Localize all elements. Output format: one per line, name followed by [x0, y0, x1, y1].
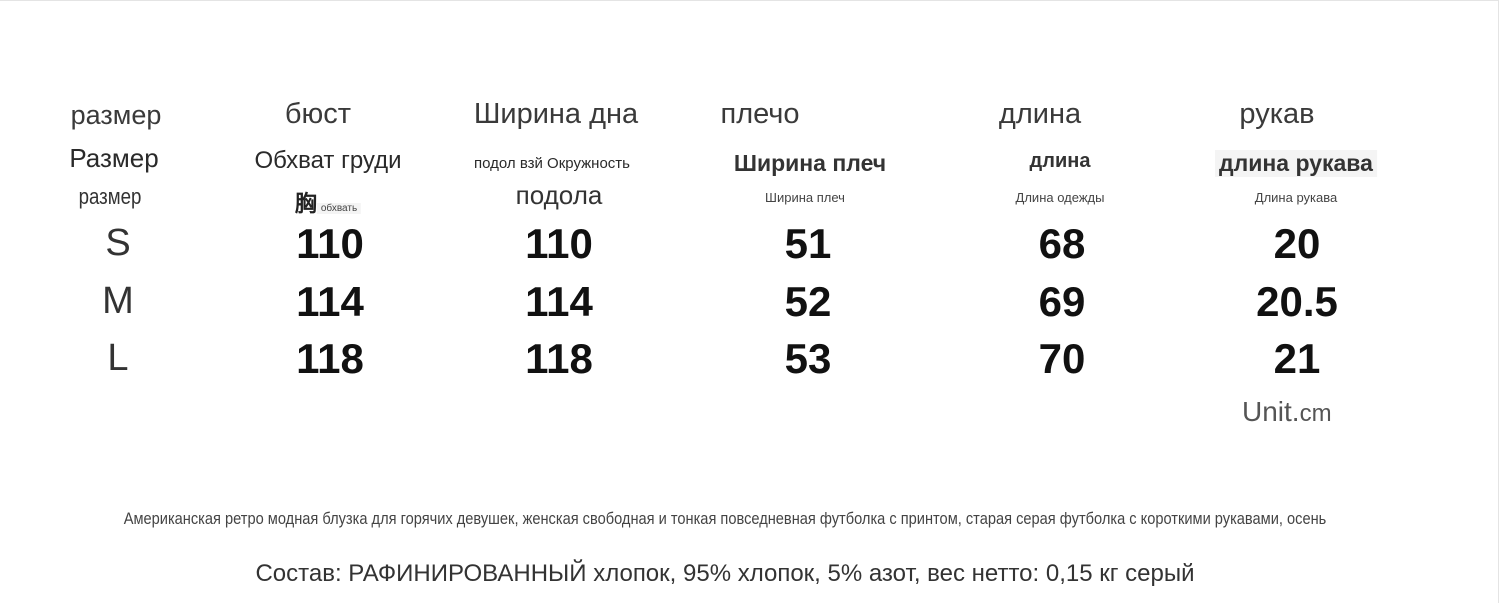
subheader2-hem: подола	[515, 180, 603, 210]
size-l: L	[107, 337, 129, 379]
shoulder-l: 53	[784, 335, 832, 382]
subheader-shoulder: Ширина плеч	[733, 150, 887, 176]
subheader2-bust: 胸 обхвать	[294, 186, 362, 218]
hem-s: 110	[525, 220, 593, 267]
size-s: S	[105, 222, 131, 264]
sleeve-l: 21	[1273, 335, 1321, 382]
unit-cm: cm	[1299, 400, 1332, 427]
header-bust: бюст	[284, 98, 352, 130]
subheader-sleeve: длина рукава	[1215, 150, 1377, 177]
sleeve-s: 20	[1273, 220, 1321, 267]
length-l: 70	[1038, 335, 1086, 382]
length-m: 69	[1038, 278, 1086, 325]
header-shoulder: плечо	[720, 98, 800, 130]
header-hem-width: Ширина дна	[473, 98, 639, 130]
subheader2-shoulder: Ширина плеч	[765, 190, 845, 205]
header-size: размер	[70, 100, 162, 130]
composition-text: Состав: РАФИНИРОВАННЫЙ хлопок, 95% хлопо…	[255, 560, 1195, 587]
unit-main: Unit.	[1242, 396, 1300, 427]
product-description: Американская ретро модная блузка для гор…	[123, 509, 1327, 528]
hem-l: 118	[525, 335, 593, 382]
bust-note: обхвать	[316, 203, 362, 214]
unit-label: Unit.cm	[1242, 396, 1332, 428]
header-sleeve: рукав	[1239, 98, 1315, 130]
bust-l: 118	[296, 335, 364, 382]
shoulder-s: 51	[784, 220, 832, 267]
bust-m: 114	[296, 278, 364, 325]
sleeve-m: 20.5	[1256, 278, 1338, 325]
subheader-length: длина	[1029, 150, 1091, 172]
subheader-bust: Обхват груди	[254, 147, 402, 174]
length-s: 68	[1038, 220, 1086, 267]
hem-m: 114	[525, 278, 593, 325]
subheader2-sleeve: Длина рукава	[1254, 190, 1338, 205]
subheader-hem: подол взй Окружность	[474, 155, 630, 172]
bust-hanzi: 胸	[294, 191, 317, 216]
subheader-size: Размер	[69, 143, 159, 173]
header-length: длина	[998, 98, 1082, 130]
subheader2-size: размер	[78, 184, 142, 209]
bust-s: 110	[296, 220, 364, 267]
shoulder-m: 52	[784, 278, 832, 325]
size-m: M	[102, 280, 134, 322]
subheader2-length: Длина одежды	[1015, 190, 1105, 205]
